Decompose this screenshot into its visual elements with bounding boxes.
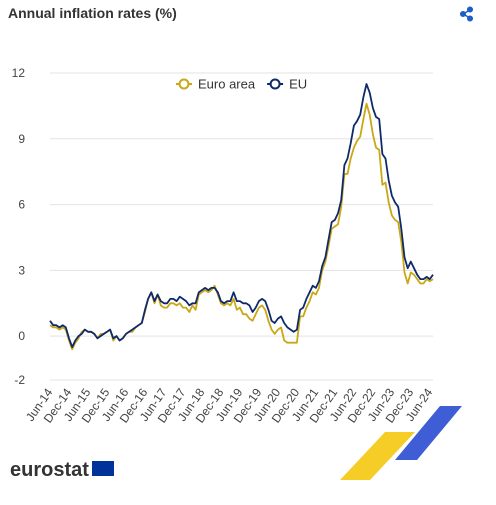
legend-label: Euro area <box>198 77 256 92</box>
legend-marker <box>178 78 190 90</box>
y-tick-label: 9 <box>18 132 25 146</box>
chart-title: Annual inflation rates (%) <box>8 5 177 21</box>
logo: eurostat <box>10 459 89 481</box>
eu-flag <box>92 461 114 476</box>
share-icon[interactable] <box>459 6 474 22</box>
legend-label: EU <box>289 77 307 92</box>
line <box>49 83 434 348</box>
y-tick-label: -2 <box>14 373 25 387</box>
y-tick-label: 6 <box>18 198 25 212</box>
line <box>49 102 434 351</box>
decoration <box>340 406 462 480</box>
y-tick-label: 3 <box>18 263 25 277</box>
y-tick-label: 0 <box>18 329 25 343</box>
legend-marker <box>269 78 281 90</box>
y-tick-label: 12 <box>12 66 26 80</box>
